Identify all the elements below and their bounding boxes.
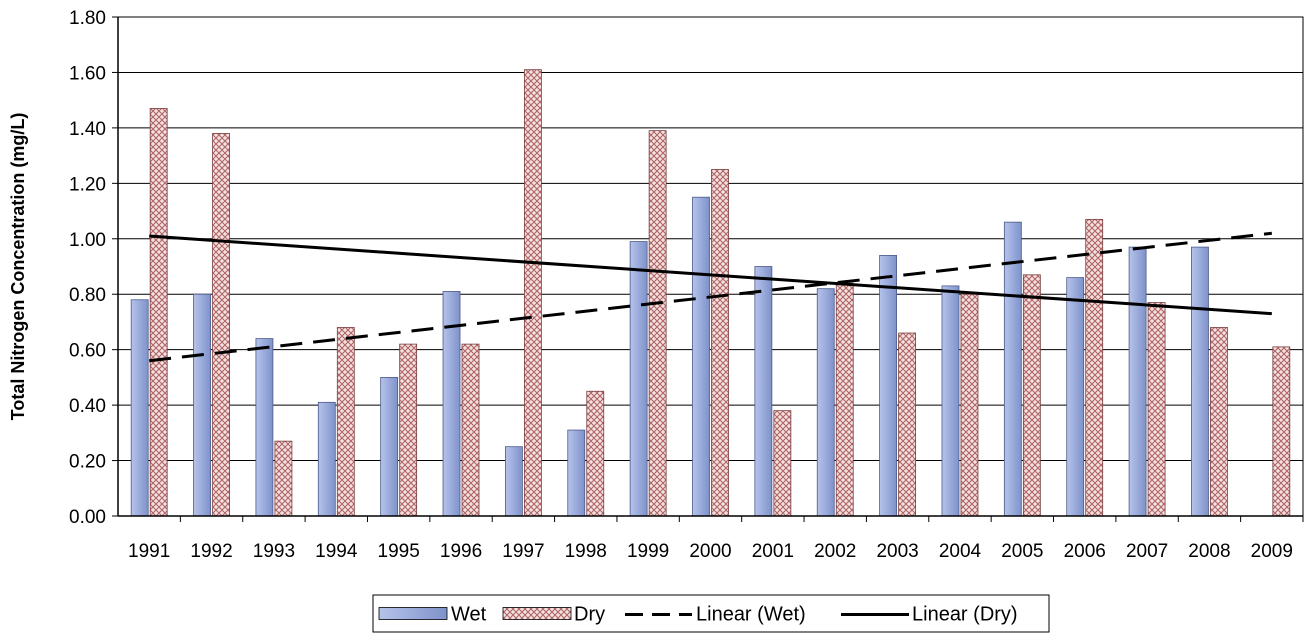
x-tick-label: 1993 <box>253 541 295 562</box>
trendlines <box>149 231 1272 363</box>
x-tick-label: 1991 <box>128 541 170 562</box>
gridlines <box>118 16 1303 517</box>
x-tick-label: 2009 <box>1251 541 1293 562</box>
bar-wet-1993 <box>255 338 274 517</box>
bar-wet-1991 <box>130 299 149 517</box>
x-tick-labels: 1991 1992 1993 1994 1995 1996 1997 1998 1999 2000… <box>128 541 1293 562</box>
x-tick-label: 2001 <box>752 541 794 562</box>
x-tick-label: 1995 <box>378 541 420 562</box>
bar-wet-2005 <box>1003 221 1022 517</box>
x-tick-label: 2003 <box>876 541 918 562</box>
x-tick-label: 2005 <box>1001 541 1043 562</box>
x-tick-label: 2006 <box>1064 541 1106 562</box>
bar-wet-1998 <box>567 429 586 517</box>
x-tick-label: 1996 <box>440 541 482 562</box>
bar-wet-2002 <box>816 288 835 517</box>
bar-wet-2007 <box>1128 246 1147 517</box>
bar-dry-2000 <box>711 169 729 517</box>
bar-dry-1993 <box>274 440 293 517</box>
bar-wet-1992 <box>193 293 211 517</box>
bar-dry-1997 <box>523 69 542 517</box>
y-tick-label: 0.00 <box>69 507 106 528</box>
bar-dry-2005 <box>1022 274 1041 517</box>
y-tick-label: 1.00 <box>69 230 106 251</box>
x-tick-label: 1994 <box>315 541 358 562</box>
bar-wet-2001 <box>754 266 773 517</box>
linear-wet-trendline <box>149 231 1272 363</box>
y-tick-label: 0.20 <box>69 452 106 473</box>
legend: Wet Dry Linear (Wet) Linear (Dry) <box>372 594 1050 633</box>
bar-dry-1994 <box>336 327 355 517</box>
bar-dry-1996 <box>461 343 480 517</box>
bar-dry-2004 <box>960 293 979 517</box>
legend-wet-swatch <box>378 607 448 620</box>
y-tick-label: 0.60 <box>69 341 106 362</box>
y-tick-label: 0.80 <box>69 285 106 306</box>
bar-dry-2001 <box>773 410 792 517</box>
bar-wet-2004 <box>941 285 960 517</box>
legend-wet-label: Wet <box>451 604 487 626</box>
bar-wet-1994 <box>317 401 336 517</box>
x-tick-label: 1999 <box>627 541 669 562</box>
y-tick-label: 1.20 <box>69 174 106 195</box>
bar-dry-2002 <box>835 282 854 517</box>
bar-wet-1997 <box>504 446 523 517</box>
bar-dry-1999 <box>648 130 667 517</box>
bar-dry-1992 <box>212 133 230 517</box>
bar-dry-1995 <box>399 343 418 517</box>
axes <box>112 16 1304 522</box>
y-tick-label: 1.40 <box>69 119 106 140</box>
legend-linear-dry-label: Linear (Dry) <box>912 604 1018 626</box>
y-tick-labels: 0.00 0.20 0.40 0.60 0.80 1.00 1.20 1.40 1.60 1.80 <box>69 8 106 528</box>
bar-wet-1999 <box>629 241 648 517</box>
bar-wet-2006 <box>1066 277 1085 517</box>
legend-box <box>372 594 1050 633</box>
bar-wet-2008 <box>1191 246 1209 517</box>
x-tick-label: 1992 <box>190 541 232 562</box>
bar-wet-2000 <box>692 196 710 517</box>
bar-dry-2006 <box>1085 218 1104 517</box>
bar-wet-1995 <box>380 376 399 517</box>
x-tick-label: 2002 <box>814 541 856 562</box>
bar-dry-2007 <box>1147 302 1166 517</box>
y-tick-label: 1.60 <box>69 63 106 84</box>
legend-linear-wet-label: Linear (Wet) <box>696 604 806 626</box>
plot-area <box>117 16 1304 517</box>
linear-dry-trendline <box>149 234 1272 316</box>
legend-dry-swatch <box>502 607 572 620</box>
x-tick-label: 2000 <box>689 541 731 562</box>
x-tick-label: 2008 <box>1188 541 1230 562</box>
bar-dry-2009 <box>1272 346 1291 517</box>
y-tick-label: 1.80 <box>69 8 106 29</box>
bar-dry-2003 <box>898 332 917 517</box>
bar-dry-1991 <box>149 108 168 517</box>
y-tick-label: 0.40 <box>69 396 106 417</box>
x-tick-label: 1998 <box>565 541 607 562</box>
bar-dry-1998 <box>586 390 605 517</box>
x-tick-label: 1997 <box>502 541 544 562</box>
x-tick-label: 2004 <box>939 541 982 562</box>
bar-wet-2003 <box>879 255 898 517</box>
bar-dry-2008 <box>1210 327 1228 517</box>
legend-dry-label: Dry <box>574 604 605 626</box>
y-axis-title: Total Nitrogen Concentration (mg/L) <box>8 113 28 421</box>
x-tick-label: 2007 <box>1126 541 1168 562</box>
